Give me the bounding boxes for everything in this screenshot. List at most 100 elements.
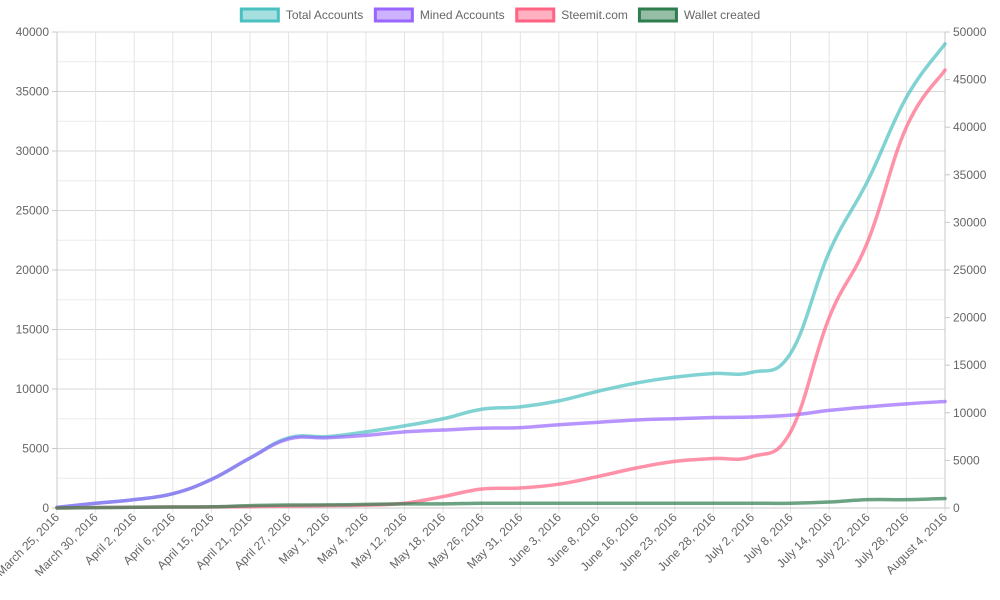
data-point[interactable] xyxy=(170,504,176,510)
data-point[interactable] xyxy=(595,474,601,480)
legend-label: Total Accounts xyxy=(286,8,363,22)
data-point[interactable] xyxy=(672,416,678,422)
data-point[interactable] xyxy=(286,436,292,442)
data-point[interactable] xyxy=(826,499,832,505)
data-point[interactable] xyxy=(556,500,562,506)
y-left-tick-label: 15000 xyxy=(16,323,50,337)
data-point[interactable] xyxy=(93,505,99,511)
data-point[interactable] xyxy=(788,350,794,356)
data-point[interactable] xyxy=(749,369,755,375)
data-point[interactable] xyxy=(942,398,948,404)
y-right-tick-label: 50000 xyxy=(953,25,987,39)
legend-item-steemit-com[interactable]: Steemit.com xyxy=(515,7,628,23)
data-point[interactable] xyxy=(942,495,948,501)
data-point[interactable] xyxy=(633,380,639,386)
data-point[interactable] xyxy=(401,429,407,435)
data-point[interactable] xyxy=(324,435,330,441)
y-left-tick-label: 0 xyxy=(42,501,49,515)
data-point[interactable] xyxy=(517,485,523,491)
data-point[interactable] xyxy=(633,465,639,471)
data-point[interactable] xyxy=(942,67,948,73)
y-left-tick-label: 40000 xyxy=(16,25,50,39)
data-point[interactable] xyxy=(710,455,716,461)
data-point[interactable] xyxy=(479,425,485,431)
data-point[interactable] xyxy=(170,491,176,497)
data-point[interactable] xyxy=(710,500,716,506)
data-point[interactable] xyxy=(595,419,601,425)
data-point[interactable] xyxy=(401,501,407,507)
data-point[interactable] xyxy=(208,504,214,510)
data-point[interactable] xyxy=(903,401,909,407)
data-point[interactable] xyxy=(479,500,485,506)
data-point[interactable] xyxy=(440,494,446,500)
data-point[interactable] xyxy=(865,497,871,503)
data-point[interactable] xyxy=(401,423,407,429)
data-point[interactable] xyxy=(903,94,909,100)
legend-item-total-accounts[interactable]: Total Accounts xyxy=(239,7,363,23)
data-point[interactable] xyxy=(54,505,60,511)
data-point[interactable] xyxy=(595,388,601,394)
data-point[interactable] xyxy=(788,429,794,435)
data-point[interactable] xyxy=(672,458,678,464)
legend-label: Wallet created xyxy=(684,8,760,22)
data-point[interactable] xyxy=(710,371,716,377)
data-point[interactable] xyxy=(440,416,446,422)
legend-item-wallet-created[interactable]: Wallet created xyxy=(637,7,760,23)
data-point[interactable] xyxy=(595,500,601,506)
legend: Total Accounts Mined Accounts Steemit.com W… xyxy=(239,7,760,23)
data-point[interactable] xyxy=(710,415,716,421)
data-point[interactable] xyxy=(826,407,832,413)
data-point[interactable] xyxy=(479,486,485,492)
data-point[interactable] xyxy=(363,432,369,438)
grid xyxy=(56,31,946,513)
data-point[interactable] xyxy=(479,406,485,412)
data-point[interactable] xyxy=(826,315,832,321)
legend-swatch xyxy=(373,7,414,23)
data-point[interactable] xyxy=(556,481,562,487)
data-point[interactable] xyxy=(903,124,909,130)
data-point[interactable] xyxy=(517,404,523,410)
series-line-total-accounts xyxy=(55,42,947,510)
y-right-tick-label: 10000 xyxy=(953,406,987,420)
data-point[interactable] xyxy=(286,502,292,508)
data-point[interactable] xyxy=(324,502,330,508)
y-left-tick-label: 35000 xyxy=(16,85,50,99)
data-point[interactable] xyxy=(440,501,446,507)
data-point[interactable] xyxy=(131,504,137,510)
data-point[interactable] xyxy=(942,41,948,47)
data-point[interactable] xyxy=(749,500,755,506)
y-right-tick-label: 5000 xyxy=(953,453,980,467)
y-left-tick-label: 25000 xyxy=(16,204,50,218)
data-point[interactable] xyxy=(131,497,137,503)
data-point[interactable] xyxy=(633,500,639,506)
data-point[interactable] xyxy=(247,503,253,509)
series-line-wallet-created xyxy=(55,496,947,510)
data-point[interactable] xyxy=(749,414,755,420)
data-point[interactable] xyxy=(672,374,678,380)
data-point[interactable] xyxy=(556,398,562,404)
series-points-mined-accounts xyxy=(54,398,948,510)
data-point[interactable] xyxy=(440,427,446,433)
data-point[interactable] xyxy=(865,238,871,244)
y-left-tick-label: 20000 xyxy=(16,263,50,277)
legend-item-mined-accounts[interactable]: Mined Accounts xyxy=(373,7,505,23)
legend-swatch xyxy=(239,7,280,23)
data-point[interactable] xyxy=(363,501,369,507)
data-point[interactable] xyxy=(247,455,253,461)
data-point[interactable] xyxy=(208,476,214,482)
y-right-tick-label: 40000 xyxy=(953,120,987,134)
data-point[interactable] xyxy=(788,500,794,506)
data-point[interactable] xyxy=(517,425,523,431)
data-point[interactable] xyxy=(826,249,832,255)
data-point[interactable] xyxy=(672,500,678,506)
data-point[interactable] xyxy=(749,454,755,460)
data-point[interactable] xyxy=(865,178,871,184)
data-point[interactable] xyxy=(633,417,639,423)
data-point[interactable] xyxy=(788,412,794,418)
data-point[interactable] xyxy=(556,422,562,428)
data-point[interactable] xyxy=(517,500,523,506)
series-line-mined-accounts xyxy=(55,399,947,510)
data-point[interactable] xyxy=(903,497,909,503)
y-left-tick-label: 5000 xyxy=(22,442,49,456)
data-point[interactable] xyxy=(865,404,871,410)
